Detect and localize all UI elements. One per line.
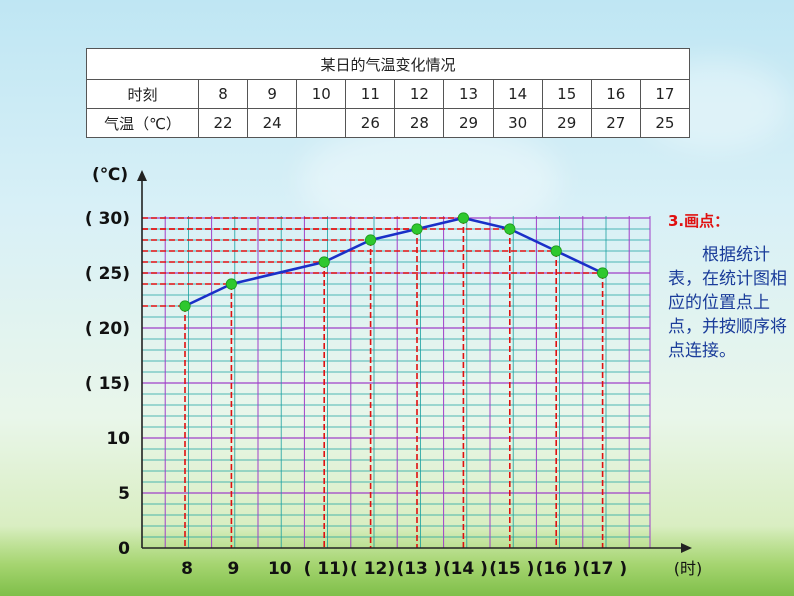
series-layer bbox=[179, 212, 609, 312]
x-axis-arrow bbox=[681, 543, 692, 553]
table-cell: 11 bbox=[345, 79, 396, 109]
data-point bbox=[504, 223, 516, 235]
time-row-label: 时刻 bbox=[86, 79, 199, 109]
x-tick-label: ( 12) bbox=[350, 559, 395, 579]
table-cell: 22 bbox=[197, 108, 249, 138]
data-point bbox=[318, 256, 330, 268]
table-cell: 25 bbox=[639, 108, 691, 138]
table-time-row: 时刻 8 9 10 11 12 13 14 15 16 17 bbox=[86, 79, 691, 109]
x-tick-label: 9 bbox=[227, 559, 239, 579]
x-tick-label: (15 ) bbox=[489, 559, 534, 579]
temperature-table-container: 某日的气温变化情况 时刻 8 9 10 11 12 13 14 15 16 17… bbox=[86, 48, 691, 138]
data-point bbox=[596, 267, 609, 279]
x-tick-label: ( 11) bbox=[304, 559, 349, 579]
data-point bbox=[225, 278, 237, 290]
data-point bbox=[364, 234, 377, 246]
data-point bbox=[550, 245, 562, 257]
table-temp-row: 气温（℃） 22 24 26 28 29 30 29 27 25 bbox=[86, 108, 691, 138]
table-cell: 28 bbox=[394, 108, 445, 138]
data-point bbox=[411, 223, 423, 235]
y-tick-label: 10 bbox=[106, 429, 130, 449]
x-tick-label: (17 ) bbox=[582, 559, 627, 579]
table-cell: 17 bbox=[639, 79, 691, 109]
y-axis-unit-label: (℃) bbox=[92, 165, 128, 185]
note-body: 根据统计表，在统计图相应的位置点上点，并按顺序将点连接。 bbox=[668, 245, 787, 361]
table-cell: 14 bbox=[492, 79, 543, 109]
y-axis-arrow bbox=[137, 170, 147, 181]
x-tick-label: (16 ) bbox=[536, 559, 581, 579]
table-cell: 9 bbox=[247, 79, 298, 109]
y-tick-label: 5 bbox=[118, 484, 130, 504]
temperature-table: 某日的气温变化情况 时刻 8 9 10 11 12 13 14 15 16 17… bbox=[86, 48, 691, 138]
x-tick-label: (13 ) bbox=[396, 559, 441, 579]
note-title: 3.画点： bbox=[668, 212, 730, 230]
table-cell: 29 bbox=[541, 108, 592, 138]
x-tick-label: (14 ) bbox=[443, 559, 488, 579]
background-glow bbox=[300, 120, 560, 240]
tick-labels-layer: 0 5 10 ( 15) ( 20) ( 25) ( 30) (℃) 8 9 10 ( 11)( 12… bbox=[85, 165, 702, 579]
table-cell bbox=[296, 108, 347, 138]
grid-layer bbox=[141, 216, 651, 548]
y-tick-label: 0 bbox=[118, 539, 130, 559]
data-point bbox=[179, 300, 191, 312]
x-tick-label: 10 bbox=[268, 559, 292, 579]
guide-lines-layer bbox=[142, 217, 604, 548]
axes-layer bbox=[137, 170, 692, 553]
table-cell: 30 bbox=[492, 108, 543, 138]
table-cell: 29 bbox=[443, 108, 494, 138]
table-cell: 27 bbox=[590, 108, 641, 138]
instruction-note: 3.画点： 根据统计表，在统计图相应的位置点上点，并按顺序将点连接。 bbox=[668, 210, 788, 363]
x-tick-label: 8 bbox=[181, 559, 193, 579]
data-point bbox=[457, 212, 469, 224]
table-cell: 10 bbox=[296, 79, 347, 109]
y-tick-label: ( 15) bbox=[85, 374, 130, 394]
y-tick-label: ( 20) bbox=[85, 319, 130, 339]
temp-row-label: 气温（℃） bbox=[86, 108, 199, 138]
table-cell: 26 bbox=[345, 108, 396, 138]
y-tick-label: ( 25) bbox=[85, 264, 130, 284]
table-cell: 24 bbox=[247, 108, 298, 138]
x-axis-unit-label: (时) bbox=[674, 559, 703, 578]
y-tick-label: ( 30) bbox=[85, 209, 130, 229]
